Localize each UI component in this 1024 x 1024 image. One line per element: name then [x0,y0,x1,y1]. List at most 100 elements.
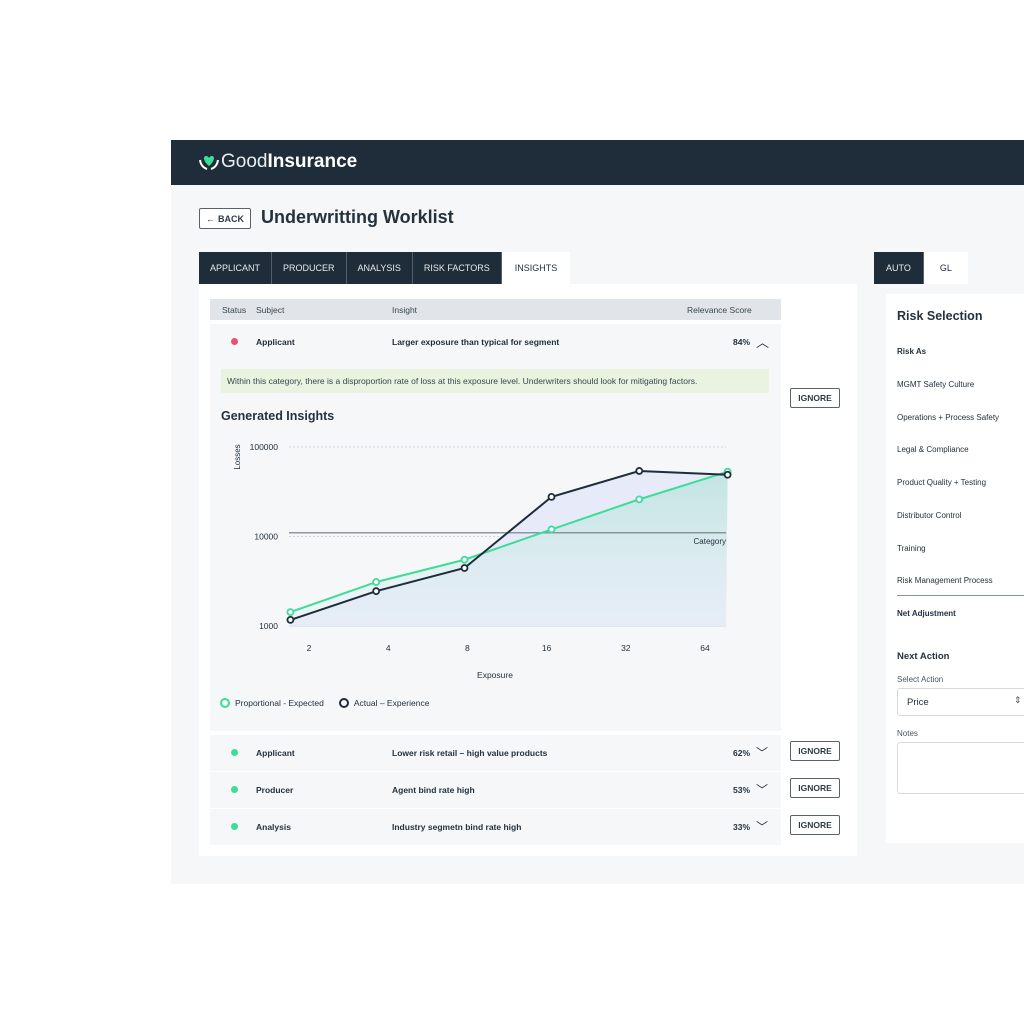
data-point [547,525,556,534]
y-axis-label: Losses [233,444,242,469]
risk-item: Training [897,544,926,553]
series-line-actual [290,469,728,621]
y-tick-label: 100000 [250,442,279,452]
table-row[interactable]: Producer Agent bind rate high 53% ﹀ [210,772,781,808]
legend-swatch-actual [338,698,349,708]
chevron-up-icon[interactable]: ︿ [756,335,770,350]
app-window: Good Insurance ← BACK Underwritting Workli… [171,140,1024,884]
chart-legend: Proportional - Expected Actual – Experie… [220,698,429,708]
data-point [635,495,644,504]
generated-insights-title: Generated Insights [221,409,335,423]
header-relevance-score: Relevance Score [687,305,752,315]
data-point [286,608,295,616]
data-point [635,467,644,475]
row-subject: Producer [256,785,294,795]
data-point [460,555,469,564]
main-tabs: APPLICANT PRODUCER ANALYSIS RISK FACTORS… [199,252,571,284]
row-score: 62% [733,748,751,758]
tab-producer[interactable]: PRODUCER [272,252,347,284]
expanded-insight: Applicant Larger exposure than typical f… [210,324,781,731]
header-status: Status [222,305,247,315]
logo[interactable]: Good Insurance [199,151,357,173]
table-row[interactable]: Applicant Lower risk retail – high value… [210,735,781,771]
tab-auto[interactable]: AUTO [874,252,924,284]
status-dot [231,338,238,345]
header-subject: Subject [256,305,285,315]
tab-risk-factors[interactable]: RISK FACTORS [412,252,502,284]
chevron-down-icon[interactable]: ﹀ [756,783,769,797]
expected-area [290,471,728,626]
page-title: Underwritting Worklist [261,207,454,227]
risk-selection-title: Risk Selection [897,309,983,323]
row-score: 84% [733,337,751,347]
row-insight: Larger exposure than typical for segment [392,337,560,347]
tab-applicant[interactable]: APPLICANT [199,252,273,284]
chevron-down-icon[interactable]: ﹀ [756,820,769,834]
next-action-title: Next Action [897,651,950,662]
back-label: BACK [218,213,244,224]
row-insight: Lower risk retail – high value products [392,748,548,758]
ignore-button[interactable]: IGNORE [790,741,840,761]
net-adjustment: Net Adjustment [897,609,956,618]
tab-analysis[interactable]: ANALYSIS [346,252,413,284]
chevron-down-icon[interactable]: ﹀ [756,746,769,760]
legend-swatch-expected [220,698,230,708]
select-action-dropdown[interactable]: Price ⇕ [897,688,1024,716]
app-header: Good Insurance [171,140,1024,185]
notes-label: Notes [897,729,918,738]
select-action-value: Price [907,697,929,708]
risk-selection-panel: Risk Selection Risk As MGMT Safety Cultu… [886,294,1024,843]
row-score: 53% [733,785,751,795]
risk-item: Legal & Compliance [897,445,969,454]
data-point [460,564,469,572]
x-tick-label: 64 [700,643,710,653]
risk-item: Operations + Process Safety [897,413,1000,422]
x-tick-label: 4 [386,643,391,653]
insight-note: Within this category, there is a disprop… [221,369,769,393]
tab-gl[interactable]: GL [923,252,968,284]
data-point [547,492,556,501]
risk-item: Risk Management Process [897,576,993,585]
brand-name-bold: Insurance [267,151,358,172]
brand-name-light: Good [221,151,268,172]
data-point [723,470,732,479]
legend-label-expected: Proportional - Expected [235,698,324,708]
row-subject: Analysis [256,822,291,832]
risk-item: Product Quality + Testing [897,478,987,487]
data-point [372,587,381,596]
risk-item: Risk As [897,347,927,356]
notes-textarea[interactable] [897,742,1024,794]
legend-label-actual: Actual – Experience [353,698,430,708]
table-row[interactable]: Analysis Industry segmetn bind rate high… [210,809,781,845]
table-row[interactable]: Applicant Larger exposure than typical f… [210,324,781,360]
ignore-button[interactable]: IGNORE [790,815,840,835]
arrow-left-icon: ← [206,213,215,224]
ignore-button[interactable]: IGNORE [790,778,840,798]
x-axis-label: Exposure [477,670,513,680]
select-action-label: Select Action [897,675,944,684]
x-tick-label: 32 [621,643,631,653]
x-tick-label: 16 [542,643,552,653]
ignore-button[interactable]: IGNORE [790,388,840,408]
updown-chevron-icon: ⇕ [1014,695,1022,705]
row-score: 33% [733,822,751,832]
line-tabs: AUTO GL [874,252,968,284]
data-point [286,615,295,624]
row-insight: Agent bind rate high [392,785,475,795]
status-dot [231,786,238,793]
row-insight: Industry segmetn bind rate high [392,822,522,832]
risk-item: MGMT Safety Culture [897,380,975,389]
divider [897,595,1024,596]
heart-hands-icon [199,156,219,170]
y-tick-label: 10000 [254,532,278,542]
x-tick-label: 2 [307,643,312,653]
row-subject: Applicant [256,337,295,347]
back-button[interactable]: ← BACK [199,208,251,229]
tab-insights[interactable]: INSIGHTS [501,252,571,284]
category-label: Category [694,537,726,546]
insights-chart: 1000 10000 100000 2 4 8 16 32 64 Exposure Losses Ca… [233,442,732,680]
table-header: Status Subject Insight Relevance Score [210,299,781,320]
insights-panel: Status Subject Insight Relevance Score A… [199,284,857,856]
data-point [372,578,381,586]
header-insight: Insight [392,305,418,315]
